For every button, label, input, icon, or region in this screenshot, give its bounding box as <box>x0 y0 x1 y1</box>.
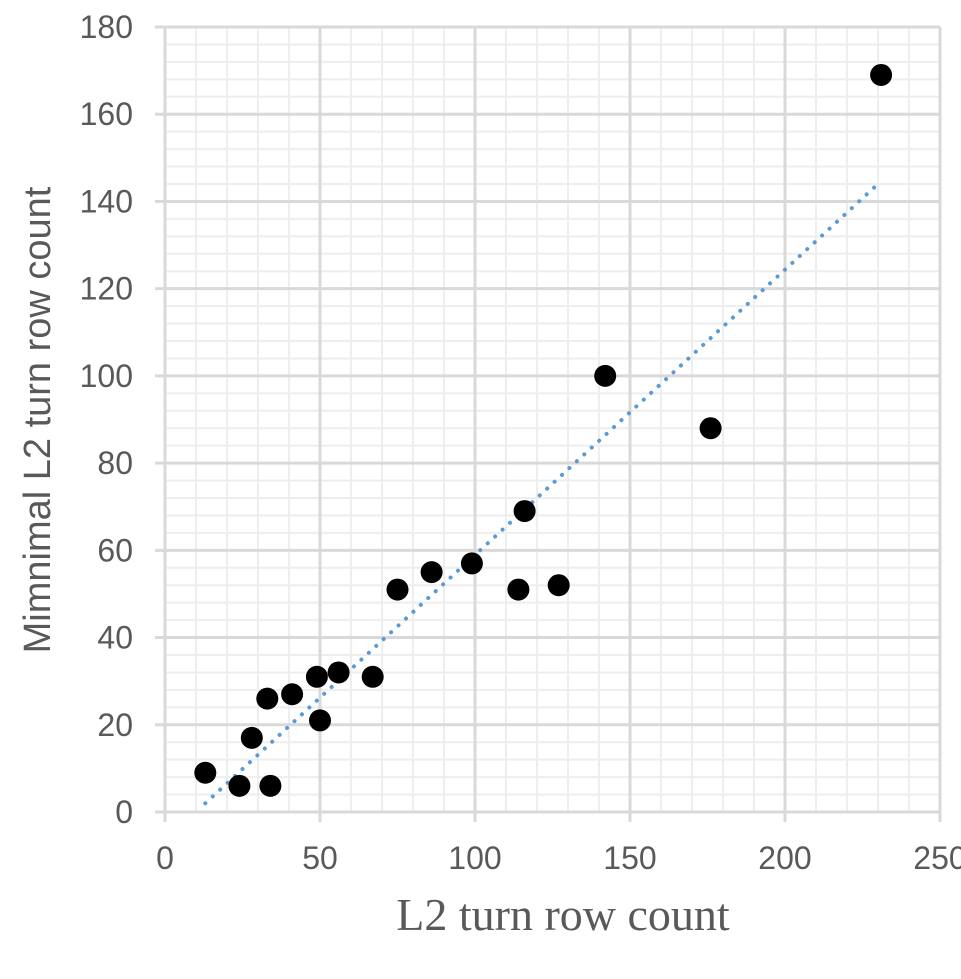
data-point <box>513 500 536 523</box>
data-point <box>194 761 217 784</box>
y-tick-label: 80 <box>97 445 133 481</box>
x-tick-label: 200 <box>758 840 811 876</box>
y-tick-labels: 0 20 40 60 80 100 120 140 160 180 <box>80 9 133 830</box>
data-point <box>870 63 893 86</box>
data-point <box>420 561 443 584</box>
data-point <box>594 364 617 387</box>
y-tick-label: 140 <box>80 183 133 219</box>
x-tick-label: 50 <box>302 840 338 876</box>
y-tick-label: 40 <box>97 620 133 656</box>
y-tick-label: 0 <box>115 794 133 830</box>
data-point <box>361 665 384 688</box>
y-tick-label: 160 <box>80 96 133 132</box>
x-tick-labels: 0 50 100 150 200 250 <box>156 840 961 876</box>
y-tick-label: 60 <box>97 532 133 568</box>
data-point <box>240 726 263 749</box>
data-point <box>547 574 570 597</box>
data-point <box>386 578 409 601</box>
data-point <box>256 687 279 710</box>
x-axis-title: L2 turn row count <box>396 889 730 940</box>
y-tick-label: 180 <box>80 9 133 45</box>
data-point <box>460 552 483 575</box>
x-tick-label: 0 <box>156 840 174 876</box>
trendline-layer <box>203 182 880 806</box>
data-point <box>228 774 251 797</box>
trendline <box>203 182 880 806</box>
x-tick-label: 250 <box>913 840 961 876</box>
data-point <box>309 709 331 732</box>
data-point <box>507 578 530 601</box>
y-tick-label: 120 <box>80 271 133 307</box>
x-tick-label: 150 <box>603 840 656 876</box>
data-point <box>327 661 350 684</box>
y-tick-label: 20 <box>97 707 133 743</box>
minor-grid <box>165 27 940 812</box>
data-point <box>259 774 282 797</box>
y-axis-title: Mimnimal L2 turn row count <box>17 186 59 653</box>
y-tick-label: 100 <box>80 358 133 394</box>
data-point <box>305 665 328 688</box>
major-grid <box>155 25 942 822</box>
x-tick-label: 100 <box>448 840 501 876</box>
data-points <box>194 63 893 797</box>
data-point <box>281 683 304 706</box>
data-point <box>699 417 722 440</box>
